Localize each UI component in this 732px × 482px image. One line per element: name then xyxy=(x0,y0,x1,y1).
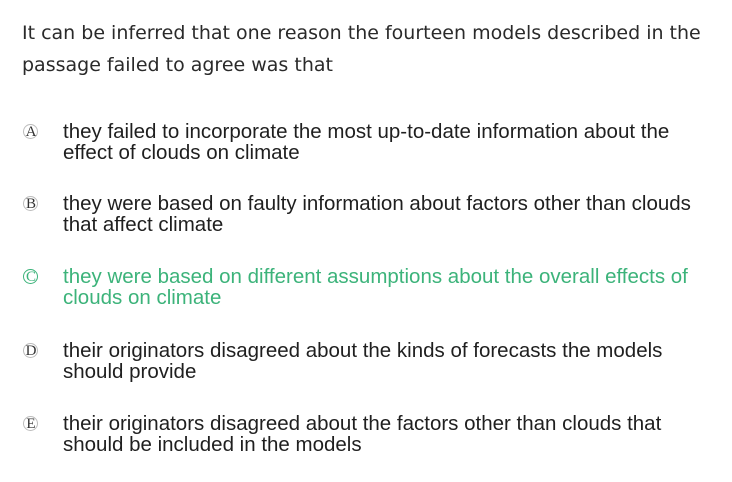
option-c-radio[interactable]: C xyxy=(20,266,42,288)
option-d-radio[interactable]: D xyxy=(20,340,42,362)
option-a[interactable]: A they failed to incorporate the most up… xyxy=(20,121,710,163)
option-d-text: their originators disagreed about the ki… xyxy=(63,339,663,383)
option-letter-label: A xyxy=(25,124,37,140)
question-stem: It can be inferred that one reason the f… xyxy=(22,22,701,76)
radio-circle-icon xyxy=(23,269,38,284)
radio-circle-icon xyxy=(23,196,38,211)
option-a-radio[interactable]: A xyxy=(20,121,42,143)
option-c-text: they were based on different assumptions… xyxy=(63,265,688,309)
option-letter-label: C xyxy=(25,269,36,285)
option-b-text: they were based on faulty information ab… xyxy=(63,192,691,236)
option-c[interactable]: C they were based on different assumptio… xyxy=(20,266,710,308)
option-letter-label: B xyxy=(25,196,36,212)
option-e-radio[interactable]: E xyxy=(20,413,42,435)
option-letter-label: D xyxy=(25,343,37,359)
option-b[interactable]: B they were based on faulty information … xyxy=(20,193,710,235)
option-letter-label: E xyxy=(26,416,36,432)
option-d[interactable]: D their originators disagreed about the … xyxy=(20,340,710,382)
option-e[interactable]: E their originators disagreed about the … xyxy=(20,413,710,455)
radio-circle-icon xyxy=(23,343,38,358)
option-a-text: they failed to incorporate the most up-t… xyxy=(63,120,670,164)
option-e-text: their originators disagreed about the fa… xyxy=(63,412,662,456)
option-b-radio[interactable]: B xyxy=(20,193,42,215)
radio-circle-icon xyxy=(23,416,38,431)
radio-circle-icon xyxy=(23,124,38,139)
